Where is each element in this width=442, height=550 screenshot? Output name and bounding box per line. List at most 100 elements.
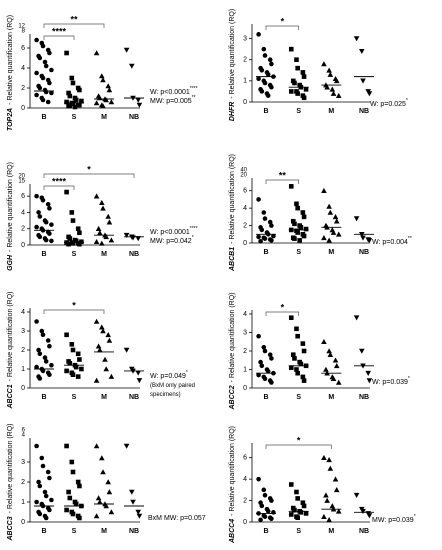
point xyxy=(36,347,41,353)
point xyxy=(301,95,307,101)
point xyxy=(292,80,297,86)
point xyxy=(269,516,274,522)
y-tick-label: 6 xyxy=(243,188,247,195)
point xyxy=(70,469,76,475)
y-tick-label: 0 xyxy=(21,105,25,112)
point xyxy=(269,356,274,361)
point xyxy=(97,347,103,353)
point xyxy=(269,84,274,90)
y-tick-label: 2 xyxy=(243,348,247,355)
point xyxy=(294,489,299,495)
point xyxy=(64,368,69,374)
y-tick-label: 0 xyxy=(21,519,25,526)
y-axis-label-text: - Relative quantification (RQ) xyxy=(7,292,14,382)
point xyxy=(294,201,299,207)
stat-text: W: p=0.039* xyxy=(372,376,410,386)
y-axis-label-text: - Relative quantification (RQ) xyxy=(229,426,236,516)
y-tick-label: 0 xyxy=(21,242,25,249)
point xyxy=(269,238,274,243)
gene-name: GGH xyxy=(7,254,14,271)
point xyxy=(123,347,130,353)
point xyxy=(67,495,73,501)
stat-text: W: p=0.004** xyxy=(372,236,412,246)
point xyxy=(93,100,100,106)
point xyxy=(49,238,54,244)
point xyxy=(353,216,360,222)
panel: 0 1 2 3 4 ABCC2 - Relative quantification (RQ)… xyxy=(229,293,410,411)
point xyxy=(295,65,300,71)
y-tick-label: 3 xyxy=(243,329,247,336)
x-tick-label: NB xyxy=(129,528,139,535)
point xyxy=(49,497,54,503)
point xyxy=(40,197,46,203)
point xyxy=(329,503,336,509)
point xyxy=(290,352,296,357)
point xyxy=(262,492,268,498)
significance-label: * xyxy=(281,16,285,26)
point xyxy=(259,67,265,73)
point xyxy=(105,83,111,89)
significance-label: * xyxy=(297,435,301,445)
y-axis-label: ABCC1 - Relative quantification (RQ) xyxy=(7,292,14,410)
point xyxy=(258,517,263,523)
point xyxy=(45,99,51,105)
x-tick-label: NB xyxy=(129,394,139,401)
point xyxy=(47,50,52,56)
x-tick-label: NB xyxy=(359,528,369,535)
significance-bracket xyxy=(265,25,300,30)
stat-stars: ** xyxy=(192,95,196,101)
y-axis-label-text: - Relative quantification (RQ) xyxy=(7,162,14,252)
point xyxy=(67,103,73,109)
x-tick-label: NB xyxy=(359,394,369,401)
point xyxy=(34,499,39,505)
point xyxy=(49,67,54,73)
point xyxy=(335,231,342,237)
point xyxy=(67,361,73,366)
point xyxy=(265,93,271,98)
significance-label: * xyxy=(72,300,76,310)
y-tick-label: 2 xyxy=(21,226,25,233)
point xyxy=(353,36,360,42)
point xyxy=(360,78,366,84)
point xyxy=(335,508,342,514)
point xyxy=(353,315,360,321)
x-tick-label: NB xyxy=(129,114,139,121)
point xyxy=(262,376,268,382)
x-tick-label: M xyxy=(101,528,107,535)
stat-text: MW: p=0.042* xyxy=(150,235,194,245)
point xyxy=(47,507,52,513)
point xyxy=(324,497,330,503)
axis-break-label: 8 xyxy=(22,29,26,35)
point xyxy=(45,469,51,475)
point xyxy=(43,493,49,499)
point xyxy=(99,199,105,205)
y-tick-label: 1 xyxy=(243,366,247,373)
x-tick-label: M xyxy=(328,394,334,401)
y-axis-label-text: - Relative quantification (RQ) xyxy=(7,424,14,514)
stat-text: W: p=0.025* xyxy=(370,98,408,108)
point xyxy=(47,80,52,86)
point xyxy=(67,236,73,241)
x-tick-label: S xyxy=(72,251,77,258)
point xyxy=(256,476,261,482)
point xyxy=(326,237,332,243)
y-axis-label-text: - Relative quantification (RQ) xyxy=(229,9,236,99)
stat-stars: ** xyxy=(408,236,412,242)
point xyxy=(256,197,261,202)
point xyxy=(40,43,46,49)
point xyxy=(64,332,69,338)
x-tick-label: S xyxy=(72,394,77,401)
x-tick-label: M xyxy=(328,249,334,256)
gene-name: ABCC2 xyxy=(229,385,236,410)
point xyxy=(135,509,141,515)
y-tick-label: 0 xyxy=(243,385,247,392)
y-tick-label: 4 xyxy=(21,209,25,216)
y-tick-label: 2 xyxy=(243,222,247,229)
point xyxy=(295,515,300,521)
point xyxy=(303,87,309,92)
point xyxy=(37,376,43,381)
point xyxy=(288,89,294,94)
point xyxy=(75,226,81,232)
point xyxy=(326,67,332,73)
point xyxy=(40,368,46,374)
